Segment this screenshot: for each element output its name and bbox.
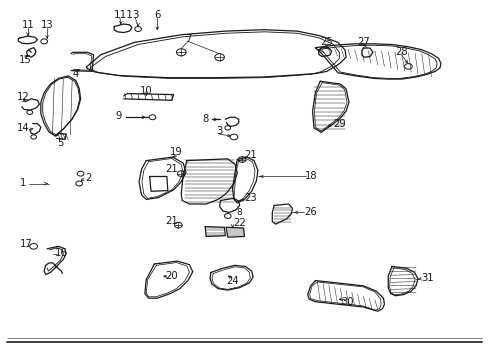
- Text: 21: 21: [165, 216, 178, 226]
- Text: 6: 6: [154, 10, 160, 20]
- Text: 18: 18: [305, 171, 317, 181]
- Text: 28: 28: [395, 47, 407, 57]
- Text: 15: 15: [19, 55, 31, 65]
- Text: 20: 20: [165, 271, 178, 281]
- Text: 1113: 1113: [114, 10, 140, 20]
- Text: 17: 17: [20, 239, 33, 249]
- Text: 2: 2: [85, 173, 92, 183]
- Text: 30: 30: [341, 297, 353, 307]
- Text: 21: 21: [165, 165, 178, 174]
- Text: 7: 7: [184, 34, 191, 44]
- Text: 25: 25: [320, 37, 333, 47]
- Text: 26: 26: [304, 207, 316, 217]
- Text: 12: 12: [17, 93, 29, 103]
- Text: 11: 11: [21, 20, 34, 30]
- Text: 8: 8: [236, 208, 242, 217]
- Text: 23: 23: [244, 193, 256, 203]
- Text: 24: 24: [226, 275, 238, 285]
- Text: 19: 19: [170, 148, 183, 157]
- Text: 21: 21: [244, 150, 256, 159]
- Text: 1: 1: [20, 178, 26, 188]
- Text: 3: 3: [216, 126, 222, 136]
- Text: 4: 4: [73, 69, 79, 79]
- Text: 13: 13: [41, 20, 53, 30]
- Text: 22: 22: [233, 219, 245, 228]
- Text: 29: 29: [332, 119, 345, 129]
- Text: 5: 5: [57, 138, 63, 148]
- Text: 10: 10: [140, 86, 152, 96]
- Text: 27: 27: [356, 37, 369, 47]
- Text: 9: 9: [115, 112, 122, 121]
- Text: 31: 31: [420, 273, 433, 283]
- Text: 14: 14: [17, 123, 29, 134]
- Text: 16: 16: [55, 248, 68, 258]
- Text: 8: 8: [202, 114, 208, 124]
